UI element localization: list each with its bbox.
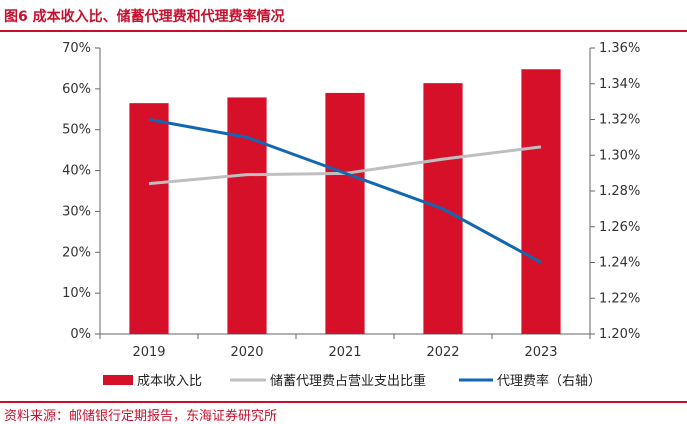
bar-cost-income-ratio — [227, 97, 267, 335]
right-tick-label: 1.20% — [599, 327, 640, 342]
bar-series — [129, 69, 561, 335]
right-tick-label: 1.34% — [599, 77, 640, 92]
left-tick-label: 50% — [62, 123, 91, 138]
left-tick-label: 60% — [62, 82, 91, 97]
right-tick-label: 1.30% — [599, 148, 640, 163]
x-tick-label: 2022 — [426, 345, 459, 360]
right-tick-label: 1.32% — [599, 113, 640, 128]
chart: 0% 10% 20% 30% 40% 50% 60% 70% 1.20% 1.22% 1.24% 1.… — [62, 41, 640, 389]
x-tick-label: 2023 — [524, 345, 557, 360]
line-agency-fee-rate — [148, 118, 542, 264]
chart-axes — [95, 47, 595, 339]
bar-cost-income-ratio — [129, 103, 169, 335]
right-tick-label: 1.28% — [599, 184, 640, 199]
right-tick-label: 1.24% — [599, 256, 640, 271]
left-tick-label: 30% — [62, 204, 91, 219]
left-tick-label: 0% — [70, 327, 91, 342]
x-tick-label: 2020 — [230, 345, 263, 360]
left-tick-label: 10% — [62, 286, 91, 301]
bottom-divider — [0, 401, 687, 403]
line-series — [148, 118, 542, 264]
right-tick-label: 1.36% — [599, 41, 640, 56]
right-tick-label: 1.26% — [599, 220, 640, 235]
source-note: 资料来源：邮储银行定期报告，东海证券研究所 — [4, 409, 278, 424]
x-tick-label: 2021 — [328, 345, 361, 360]
left-tick-label: 40% — [62, 164, 91, 179]
legend-agency-fee-share-label: 储蓄代理费占营业支出比重 — [270, 373, 426, 389]
right-tick-label: 1.22% — [599, 291, 640, 306]
bar-cost-income-ratio — [521, 69, 561, 334]
legend-agency-fee-rate-label: 代理费率（右轴） — [497, 373, 601, 389]
tick-labels: 0% 10% 20% 30% 40% 50% 60% 70% 1.20% 1.22% 1.24% 1.… — [62, 41, 640, 360]
legend-cost-income-ratio-swatch — [103, 375, 133, 385]
chart-legend: 成本收入比 储蓄代理费占营业支出比重 代理费率（右轴） — [103, 373, 601, 389]
x-tick-label: 2019 — [132, 345, 165, 360]
bar-cost-income-ratio — [325, 92, 365, 334]
left-tick-label: 70% — [62, 41, 91, 56]
figure-title: 图6 成本收入比、储蓄代理费和代理费率情况 — [4, 9, 285, 25]
legend-cost-income-ratio-label: 成本收入比 — [137, 374, 202, 389]
top-divider — [0, 30, 687, 32]
left-tick-label: 20% — [62, 245, 91, 260]
